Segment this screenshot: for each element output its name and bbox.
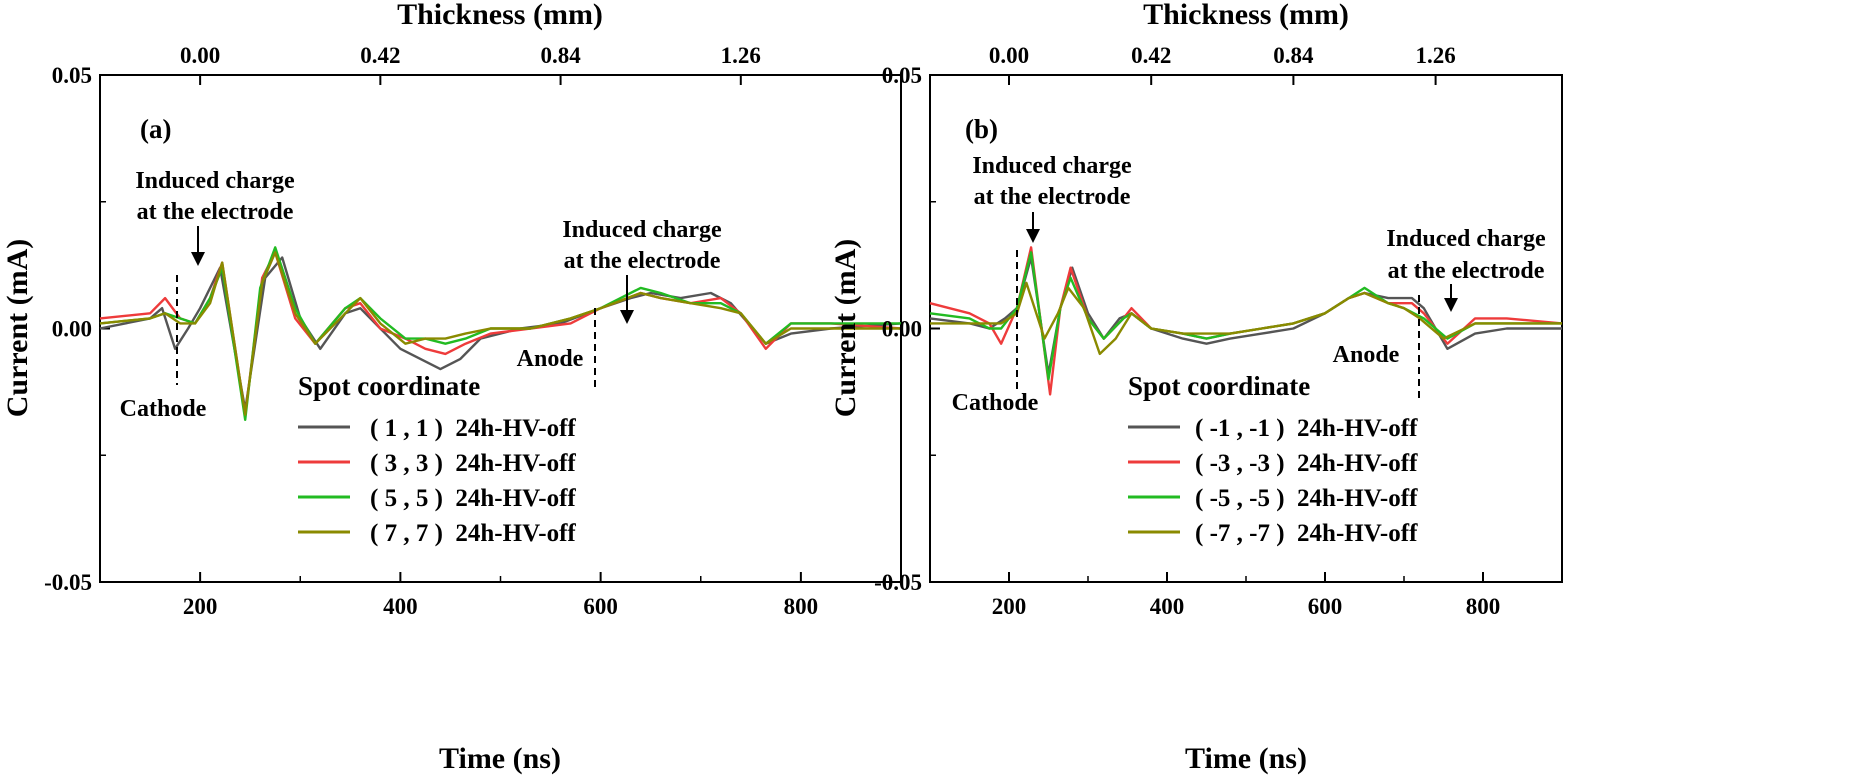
legend-label-3: ( 7 , 7 ) 24h-HV-off — [370, 520, 576, 547]
legend-label-0: ( 1 , 1 ) 24h-HV-off — [370, 415, 576, 442]
bottom-x-ticks: 200 400 600 800 — [99, 572, 902, 619]
x-tick-label: 200 — [183, 594, 218, 619]
legend-label-0: ( -1 , -1 ) 24h-HV-off — [1195, 415, 1418, 442]
left-annotation-line1: Induced charge — [135, 168, 295, 194]
top-tick-label: 1.26 — [1415, 43, 1455, 68]
bottom-x-ticks: 200 400 600 800 — [929, 572, 1563, 619]
series-lines — [929, 246, 1563, 396]
legend-label-1: ( 3 , 3 ) 24h-HV-off — [370, 450, 576, 477]
x-tick-label: 800 — [1466, 594, 1501, 619]
legend-label-2: ( -5 , -5 ) 24h-HV-off — [1195, 485, 1418, 512]
cathode-label: Cathode — [120, 396, 207, 422]
panel-label: (b) — [965, 114, 998, 144]
y-tick-label: 0.05 — [882, 63, 922, 88]
right-annotation-line2: at the electrode — [564, 248, 721, 274]
series-line-3 — [930, 281, 1562, 356]
x-tick-label: 400 — [383, 594, 418, 619]
x-tick-label: 400 — [1150, 594, 1185, 619]
top-x-ticks: 0.00 0.42 0.84 1.26 — [180, 43, 761, 85]
anode-label: Anode — [517, 346, 584, 372]
x-axis-title: Time (ns) — [1185, 742, 1307, 775]
legend-label-2: ( 5 , 5 ) 24h-HV-off — [370, 485, 576, 512]
y-tick-label: 0.00 — [52, 317, 92, 342]
anode-label: Anode — [1333, 342, 1400, 368]
legend-title: Spot coordinate — [298, 371, 480, 401]
y-tick-label: 0.00 — [882, 317, 922, 342]
top-axis-title: Thickness (mm) — [1143, 0, 1349, 31]
series-line-0 — [99, 256, 902, 411]
x-tick-label: 600 — [1308, 594, 1343, 619]
right-annotation-line1: Induced charge — [1386, 226, 1546, 252]
top-tick-label: 0.84 — [540, 43, 581, 68]
left-annotation-arrowhead — [1026, 229, 1040, 243]
legend-title: Spot coordinate — [1128, 371, 1310, 401]
chart-panel-a: 200 400 600 800 -0.05 0.00 0.05 0.00 0.42 0.84 1… — [1, 0, 902, 775]
right-annotation-arrowhead — [1444, 298, 1458, 312]
right-annotation-line2: at the electrode — [1388, 258, 1545, 284]
left-annotation-line1: Induced charge — [972, 153, 1132, 179]
y-tick-label: 0.05 — [52, 63, 92, 88]
legend-label-3: ( -7 , -7 ) 24h-HV-off — [1195, 520, 1418, 547]
left-annotation-line2: at the electrode — [137, 199, 294, 225]
top-tick-label: 0.42 — [360, 43, 400, 68]
top-tick-label: 0.00 — [989, 43, 1029, 68]
y-ticks: -0.05 0.00 0.05 — [44, 63, 110, 595]
y-ticks: -0.05 0.00 0.05 — [874, 63, 940, 595]
x-tick-label: 800 — [784, 594, 819, 619]
right-annotation-line1: Induced charge — [562, 217, 722, 243]
panel-label: (a) — [140, 114, 171, 144]
legend: Spot coordinate ( 1 , 1 ) 24h-HV-off ( 3… — [298, 371, 576, 547]
legend-label-1: ( -3 , -3 ) 24h-HV-off — [1195, 450, 1418, 477]
top-axis-title: Thickness (mm) — [397, 0, 603, 31]
top-tick-label: 0.00 — [180, 43, 220, 68]
top-tick-label: 0.84 — [1273, 43, 1314, 68]
chart-panel-b: 200 400 600 800 -0.05 0.00 0.05 0.00 0.42 0.84 1… — [829, 0, 1563, 775]
y-axis-title: Current (mA) — [829, 239, 862, 418]
legend: Spot coordinate ( -1 , -1 ) 24h-HV-off (… — [1128, 371, 1418, 547]
top-tick-label: 0.42 — [1131, 43, 1171, 68]
y-axis-title: Current (mA) — [1, 239, 34, 418]
series-lines — [99, 246, 902, 421]
top-tick-label: 1.26 — [721, 43, 761, 68]
y-tick-label: -0.05 — [44, 570, 92, 595]
x-axis-title: Time (ns) — [439, 742, 561, 775]
left-annotation-arrowhead — [191, 252, 205, 266]
x-tick-label: 200 — [992, 594, 1027, 619]
cathode-label: Cathode — [952, 390, 1039, 416]
x-tick-label: 600 — [583, 594, 618, 619]
left-annotation-line2: at the electrode — [974, 184, 1131, 210]
y-tick-label: -0.05 — [874, 570, 922, 595]
top-x-ticks: 0.00 0.42 0.84 1.26 — [989, 43, 1456, 85]
series-line-3 — [99, 251, 901, 416]
right-annotation-arrowhead — [620, 310, 634, 324]
